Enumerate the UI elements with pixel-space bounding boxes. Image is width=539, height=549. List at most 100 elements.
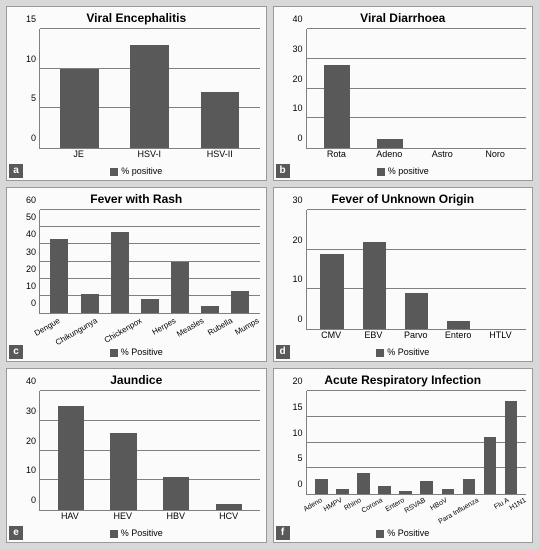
x-tick-label: Measles (175, 316, 208, 343)
x-tick-label: JE (43, 149, 114, 163)
bar (420, 481, 433, 494)
bar (484, 437, 497, 494)
y-tick-label: 10 (292, 274, 302, 284)
y-tick-label: 40 (26, 229, 36, 239)
x-tick-label: HCV (202, 511, 255, 525)
chart-title: Viral Diarrhoea (274, 7, 533, 27)
y-tick-label: 50 (26, 212, 36, 222)
legend-label: % positive (388, 166, 429, 176)
legend-swatch-icon (110, 168, 118, 176)
x-tick-label: Rubella (206, 316, 237, 342)
plot-area: 05101520AdenoHMPVRhinoCoronaEnteroRSVABH… (306, 391, 527, 495)
y-tick-label: 30 (26, 247, 36, 257)
bar (58, 406, 84, 510)
plot-area: 010203040HAVHEVHBVHCV (39, 391, 260, 511)
bar (50, 239, 68, 313)
x-tick-label: H1N1 (508, 497, 531, 518)
bar (505, 401, 518, 494)
chart-title: Fever of Unknown Origin (274, 188, 533, 208)
x-tick-label: HSV-I (114, 149, 185, 163)
y-tick-label: 20 (292, 74, 302, 84)
bar (110, 433, 136, 510)
x-tick-label: Corona (360, 497, 387, 521)
chart-title: Viral Encephalitis (7, 7, 266, 27)
y-tick-label: 60 (26, 195, 36, 205)
x-tick-label: Adeno (363, 149, 416, 163)
legend-label: % Positive (121, 528, 163, 538)
x-tick-label: HBV (149, 511, 202, 525)
bar (171, 262, 189, 314)
bar (111, 232, 129, 313)
bar (315, 479, 328, 494)
legend: % positive (7, 163, 266, 180)
plot-area: 051015JEHSV-IHSV-II (39, 29, 260, 149)
chart-title: Jaundice (7, 369, 266, 389)
bar (357, 473, 370, 494)
bar (399, 491, 412, 494)
y-tick-label: 5 (297, 453, 302, 463)
y-tick-label: 20 (26, 264, 36, 274)
y-tick-label: 40 (26, 376, 36, 386)
bar (231, 291, 249, 313)
legend: % Positive (7, 344, 266, 361)
chart-panel-c: Fever with Rash0102030405060DengueChikun… (6, 187, 267, 362)
panel-key-badge: c (9, 345, 23, 359)
y-tick-label: 10 (26, 465, 36, 475)
legend-swatch-icon (110, 349, 118, 357)
x-tick-label: Entero (437, 330, 479, 344)
panel-key-badge: e (9, 526, 23, 540)
y-tick-label: 20 (292, 376, 302, 386)
panel-key-badge: b (276, 164, 290, 178)
bar (201, 92, 240, 148)
x-tick-label: HTLV (479, 330, 521, 344)
legend-label: % positive (121, 166, 162, 176)
y-tick-label: 5 (31, 93, 36, 103)
chart-panel-d: Fever of Unknown Origin0102030CMVEBVParv… (273, 187, 534, 362)
y-tick-label: 20 (26, 436, 36, 446)
bar (442, 489, 455, 494)
bar (447, 321, 470, 329)
bar (377, 139, 403, 148)
y-tick-label: 15 (26, 14, 36, 24)
y-tick-label: 10 (292, 103, 302, 113)
legend-swatch-icon (376, 530, 384, 538)
chart-panel-e: Jaundice010203040HAVHEVHBVHCV % Positive e (6, 368, 267, 543)
y-tick-label: 0 (31, 133, 36, 143)
bar (324, 65, 350, 148)
chart-panel-a: Viral Encephalitis051015JEHSV-IHSV-II % p… (6, 6, 267, 181)
x-tick-label: Noro (469, 149, 522, 163)
x-tick-label: Parvo (395, 330, 437, 344)
bar (60, 69, 99, 148)
legend-swatch-icon (110, 530, 118, 538)
y-tick-label: 15 (292, 402, 302, 412)
bar (216, 504, 242, 510)
panel-key-badge: a (9, 164, 23, 178)
x-tick-label: CMV (310, 330, 352, 344)
x-tick-label: Herpes (151, 316, 180, 341)
legend: % positive (274, 163, 533, 180)
bar (81, 294, 99, 313)
legend-label: % Positive (121, 347, 163, 357)
bar (463, 479, 476, 494)
x-tick-label: Rota (310, 149, 363, 163)
legend-swatch-icon (376, 349, 384, 357)
chart-title: Fever with Rash (7, 188, 266, 208)
x-tick-label: HEV (96, 511, 149, 525)
x-tick-label: EBV (352, 330, 394, 344)
legend: % Positive (7, 525, 266, 542)
y-tick-label: 30 (292, 195, 302, 205)
legend-label: % Positive (387, 528, 429, 538)
y-tick-label: 0 (31, 495, 36, 505)
y-tick-label: 0 (297, 479, 302, 489)
legend: % Positive (274, 525, 533, 542)
panel-key-badge: d (276, 345, 290, 359)
plot-area: 010203040RotaAdenoAstroNoro (306, 29, 527, 149)
x-tick-label: RSVAB (404, 497, 431, 521)
bar (163, 477, 189, 510)
legend-swatch-icon (377, 168, 385, 176)
x-tick-label: Mumps (233, 316, 263, 341)
legend-label: % Positive (387, 347, 429, 357)
y-tick-label: 30 (292, 44, 302, 54)
x-tick-label: Astro (416, 149, 469, 163)
chart-panel-f: Acute Respiratory Infection05101520Adeno… (273, 368, 534, 543)
